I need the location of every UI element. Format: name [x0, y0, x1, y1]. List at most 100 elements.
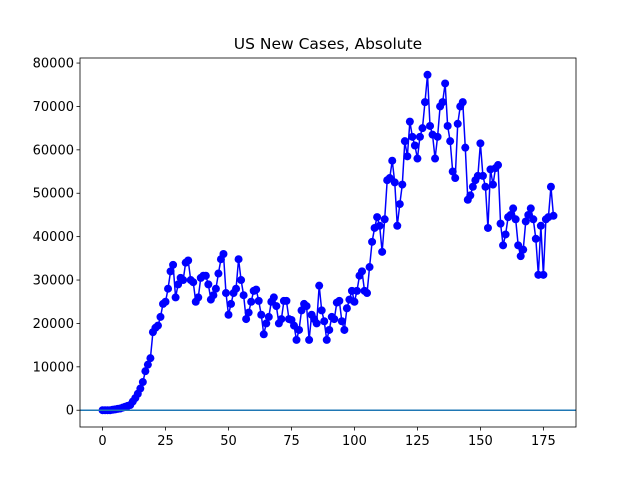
marker: [413, 154, 422, 163]
x-tick-label: 100: [342, 434, 367, 449]
marker: [194, 293, 203, 302]
marker: [476, 139, 485, 148]
marker: [451, 174, 460, 183]
marker: [315, 281, 324, 290]
marker: [262, 319, 271, 328]
marker: [138, 378, 147, 387]
marker: [483, 223, 492, 232]
marker: [466, 191, 475, 200]
marker: [146, 354, 155, 363]
marker: [234, 255, 243, 264]
marker: [232, 284, 241, 293]
marker: [211, 284, 220, 293]
x-tick-label: 50: [220, 434, 237, 449]
marker: [143, 360, 152, 369]
marker: [337, 317, 346, 326]
marker: [494, 161, 503, 170]
marker: [320, 317, 329, 326]
marker: [468, 182, 477, 191]
marker: [529, 215, 538, 224]
marker: [295, 325, 304, 334]
y-tick-label: 10000: [33, 360, 74, 375]
marker: [184, 256, 193, 265]
marker: [539, 270, 548, 279]
marker: [227, 299, 236, 308]
marker: [509, 204, 518, 213]
marker: [501, 230, 510, 239]
marker: [272, 302, 281, 311]
marker: [496, 219, 505, 228]
marker: [221, 289, 230, 298]
plot-frame: [79, 57, 577, 428]
marker: [511, 215, 520, 224]
marker: [136, 384, 145, 393]
marker: [257, 310, 266, 319]
x-tick-label: 125: [405, 434, 430, 449]
marker: [536, 221, 545, 230]
x-tick-label: 0: [98, 434, 106, 449]
y-tick-label: 30000: [33, 274, 74, 289]
y-tick-label: 0: [66, 404, 74, 419]
marker: [224, 310, 233, 319]
marker: [153, 321, 162, 330]
y-tick-label: 40000: [33, 230, 74, 245]
marker: [219, 250, 228, 259]
marker: [201, 271, 210, 280]
marker: [259, 330, 268, 339]
marker: [461, 143, 470, 152]
marker: [380, 215, 389, 224]
marker: [521, 217, 530, 226]
marker: [546, 182, 555, 191]
marker: [179, 276, 188, 285]
marker: [398, 180, 407, 189]
marker: [247, 297, 256, 306]
marker: [478, 171, 487, 180]
marker: [410, 141, 419, 150]
marker: [161, 297, 170, 306]
marker: [390, 178, 399, 187]
marker: [516, 252, 525, 261]
marker: [446, 137, 455, 146]
marker: [420, 98, 429, 107]
marker: [166, 267, 175, 276]
marker: [317, 306, 326, 315]
series-line: [102, 74, 555, 411]
marker: [209, 291, 218, 300]
marker: [325, 325, 334, 334]
marker: [431, 154, 440, 163]
marker: [302, 302, 311, 311]
marker: [481, 182, 490, 191]
marker: [433, 132, 442, 141]
marker: [189, 278, 198, 287]
marker: [531, 234, 540, 243]
marker: [282, 296, 291, 305]
marker: [264, 312, 273, 321]
marker: [277, 315, 286, 324]
marker: [358, 267, 367, 276]
marker: [305, 335, 314, 344]
marker: [322, 335, 331, 344]
marker: [453, 119, 462, 128]
marker: [499, 241, 508, 250]
marker: [488, 180, 497, 189]
marker: [395, 200, 404, 209]
y-tick-label: 20000: [33, 317, 74, 332]
marker: [169, 260, 178, 269]
marker: [164, 284, 173, 293]
marker: [441, 79, 450, 88]
marker: [393, 221, 402, 230]
marker: [405, 117, 414, 126]
marker: [292, 335, 301, 344]
marker: [352, 286, 361, 295]
marker: [408, 132, 417, 141]
marker: [373, 213, 382, 222]
chart-title: US New Cases, Absolute: [234, 35, 422, 53]
marker: [458, 98, 467, 107]
marker: [156, 312, 165, 321]
y-tick-label: 60000: [33, 143, 74, 158]
marker: [350, 297, 359, 306]
marker: [242, 315, 251, 324]
marker: [378, 247, 387, 256]
marker: [252, 285, 261, 294]
